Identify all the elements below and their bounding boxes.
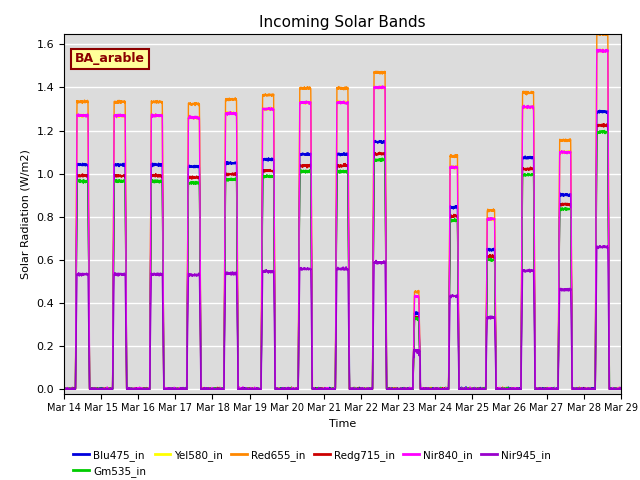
Legend: Blu475_in, Gm535_in, Yel580_in, Red655_in, Redg715_in, Nir840_in, Nir945_in: Blu475_in, Gm535_in, Yel580_in, Red655_i… <box>69 445 555 480</box>
X-axis label: Time: Time <box>329 419 356 429</box>
Title: Incoming Solar Bands: Incoming Solar Bands <box>259 15 426 30</box>
Y-axis label: Solar Radiation (W/m2): Solar Radiation (W/m2) <box>21 149 31 278</box>
Text: BA_arable: BA_arable <box>75 52 145 65</box>
